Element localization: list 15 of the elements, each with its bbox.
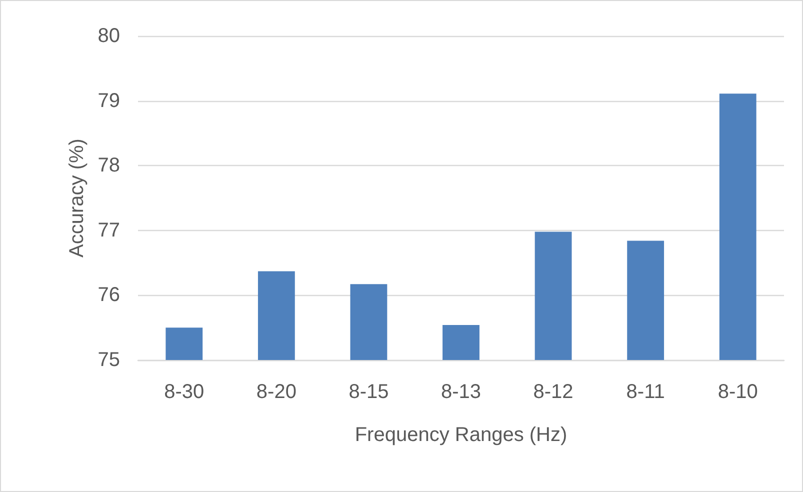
x-tick-label: 8-20 [256, 381, 296, 403]
y-tick-label: 77 [98, 219, 120, 242]
y-tick-label: 75 [98, 349, 120, 371]
y-tick-label: 80 [98, 25, 120, 47]
y-tick-label: 76 [98, 284, 120, 306]
y-tick-label: 78 [98, 154, 120, 177]
x-tick-label: 8-13 [440, 381, 482, 403]
x-tick-label: 8-11 [626, 381, 665, 403]
x-tick-label: 8-15 [348, 381, 389, 403]
x-tick-label: 8-12 [533, 381, 574, 403]
y-axis-title: Accuracy (%) [66, 138, 88, 258]
y-tick-label: 79 [98, 90, 120, 112]
x-axis-title: Frequency Ranges (Hz) [354, 424, 568, 446]
x-tick-label: 8-10 [718, 381, 758, 403]
x-tick-label: 8-30 [164, 381, 204, 403]
